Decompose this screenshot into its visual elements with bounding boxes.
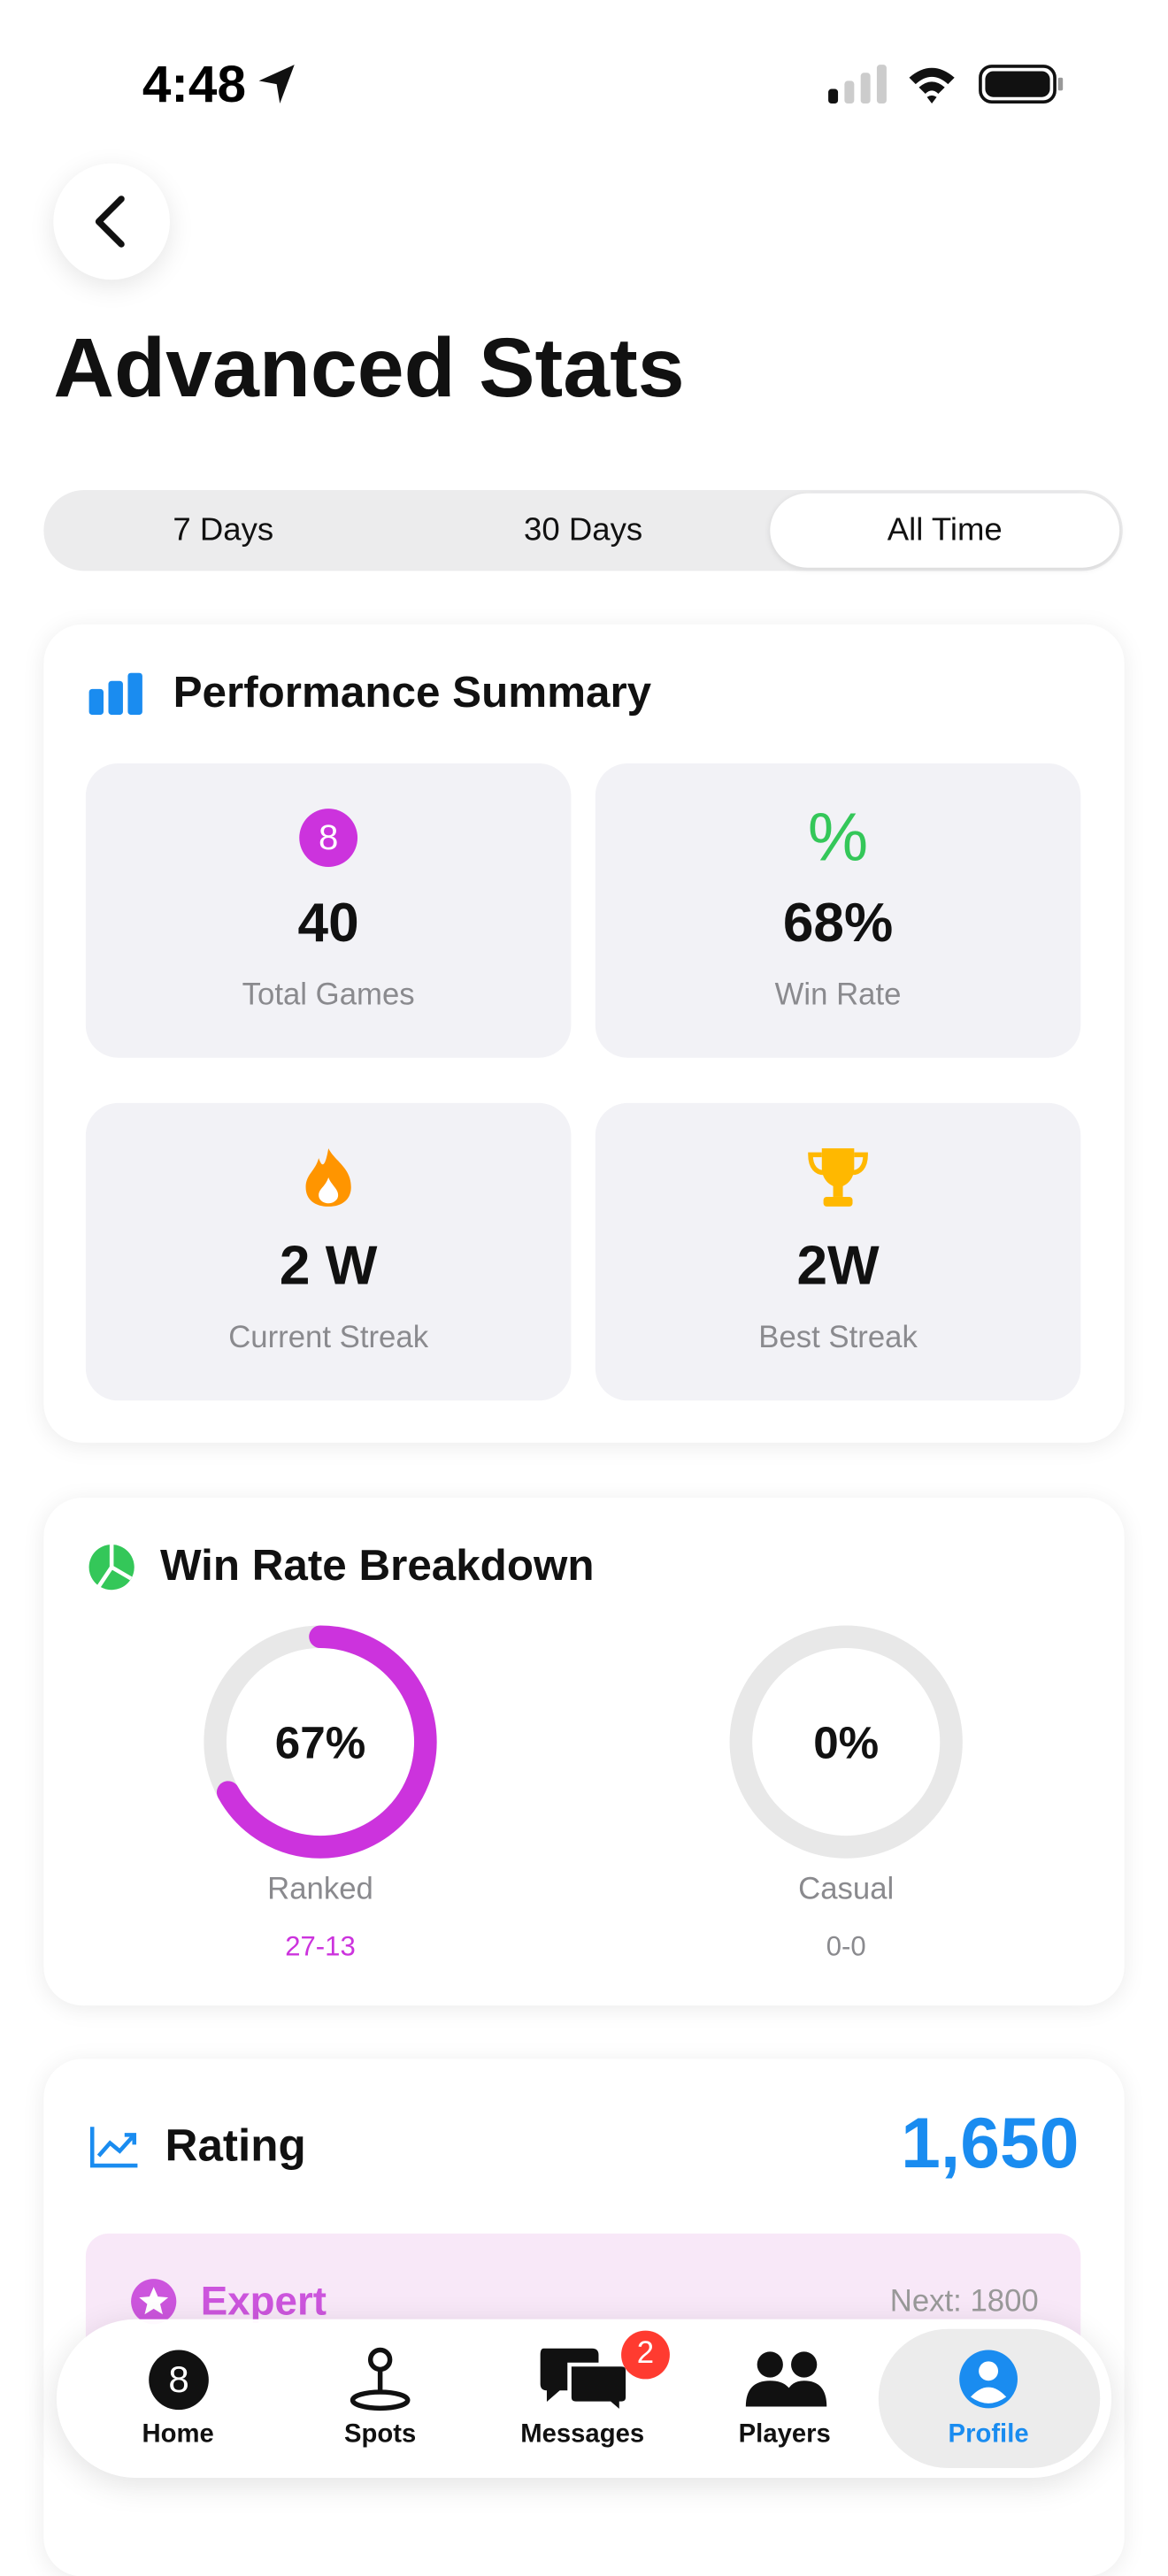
card-title: Performance Summary (173, 668, 652, 717)
ring-track (729, 1625, 963, 1859)
back-button[interactable] (53, 163, 170, 280)
pie-icon (88, 1545, 134, 1591)
stat-tile: 2W Best Streak (595, 1102, 1081, 1401)
home-icon: 8 (149, 2350, 209, 2411)
tab-label-selected[interactable]: Profile (948, 2420, 1029, 2450)
stat-tile: % 68% Win Rate (595, 763, 1081, 1058)
tab-label[interactable]: Home (142, 2420, 214, 2450)
card-title: Win Rate Breakdown (160, 1541, 595, 1591)
bars-icon (88, 672, 142, 716)
ring-record: 27-13 (285, 1930, 356, 1961)
profile-icon (959, 2350, 1018, 2409)
location-icon (258, 65, 295, 104)
stat-value: 2W (796, 1235, 880, 1298)
segment[interactable]: 7 Days (173, 512, 274, 548)
players-icon (745, 2351, 827, 2407)
stat-label: Total Games (242, 978, 415, 1013)
page-title: Advanced Stats (53, 321, 685, 416)
messages-icon (540, 2348, 630, 2417)
stat-value: 2 W (279, 1235, 378, 1298)
tab-label[interactable]: Spots (343, 2420, 417, 2450)
rings: 67% Ranked 27-13 0% Casual 0-0 (204, 1625, 963, 1961)
status-time: 4:48 (142, 55, 246, 113)
segmented-control: 7 Days 30 Days All Time (43, 489, 1123, 571)
percent-icon: % (807, 799, 869, 876)
flame-icon (305, 1148, 351, 1207)
stat-label: Best Streak (758, 1321, 918, 1356)
ball-icon: 8 (299, 809, 358, 867)
performance-card: Performance Summary 8 40 Total Games % 6… (43, 624, 1125, 1443)
segment-selected-bg (770, 493, 1120, 568)
rating-value: 1,650 (901, 2104, 1080, 2184)
segment-selected[interactable]: All Time (887, 512, 1003, 548)
trophy-icon (808, 1148, 868, 1207)
trend-icon (89, 2127, 138, 2168)
segment[interactable]: 30 Days (524, 512, 643, 548)
stat-value: 68% (782, 893, 894, 954)
tier-next: Next: 1800 (889, 2285, 1039, 2319)
rating-card: Rating 1,650 Expert Next: 1800 (43, 2058, 1125, 2576)
ring-label: Ranked (267, 1872, 373, 1905)
ring-percent: 0% (813, 1717, 879, 1767)
card-title: Rating (165, 2120, 306, 2171)
status-icons (828, 65, 1064, 104)
ring-label: Casual (798, 1872, 894, 1905)
win-rate-card: Win Rate Breakdown 67% Ranked 27-13 0% Casua… (43, 1498, 1125, 2006)
stat-tile: 2 W Current Streak (85, 1102, 572, 1401)
stat-tile: 8 40 Total Games (85, 763, 572, 1058)
spots-icon (350, 2347, 411, 2411)
ring-record: 0-0 (826, 1930, 866, 1961)
tab-label[interactable]: Players (738, 2420, 831, 2450)
stat-label: Win Rate (774, 978, 902, 1013)
tier-name: Expert (200, 2279, 327, 2325)
stat-label: Current Streak (228, 1321, 429, 1356)
badge: 2 (621, 2330, 670, 2380)
ring-percent: 67% (275, 1717, 365, 1767)
ring-arc (204, 1625, 437, 1859)
stat-value: 40 (297, 893, 359, 954)
star-icon (131, 2279, 177, 2325)
tab-label[interactable]: Messages (520, 2420, 645, 2450)
